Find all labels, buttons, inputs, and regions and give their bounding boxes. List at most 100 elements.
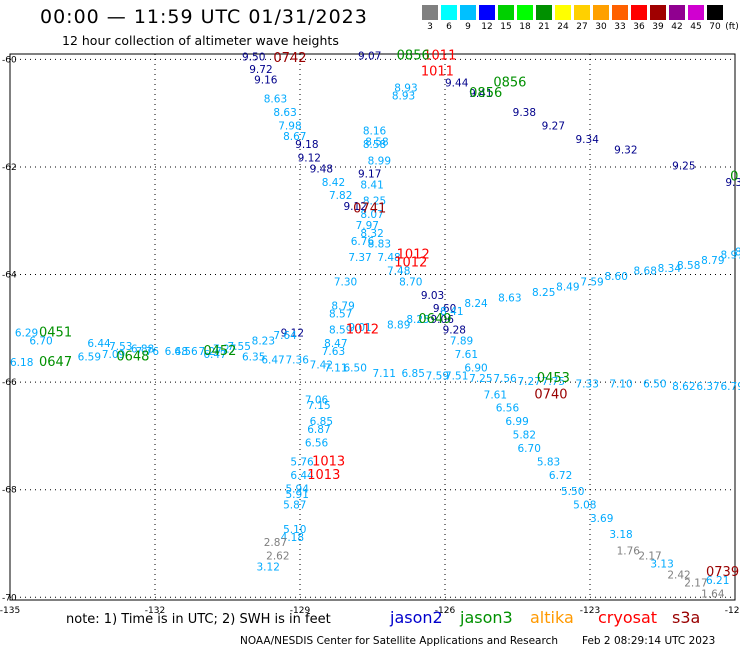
data-point-label: 8.49 (556, 282, 579, 294)
pass-time-label: 1013 (312, 455, 345, 470)
data-point-label: 8.79 (701, 255, 724, 267)
colorbar-label: 42 (671, 22, 683, 32)
data-point-label: 9.12 (281, 327, 304, 339)
data-point-label: 7.42 (310, 360, 333, 372)
data-point-label: 9.72 (249, 64, 272, 76)
data-point-label: 1.76 (617, 545, 641, 557)
data-point-label: 7.48 (377, 252, 400, 264)
data-point-label: 9.06 (431, 314, 455, 326)
pass-time-label: 0453 (537, 371, 570, 386)
colorbar-swatch (688, 5, 704, 20)
data-point-label: 8.70 (399, 276, 422, 288)
data-point-label: 7.97 (356, 220, 379, 232)
data-point-label: 8.93 (394, 83, 417, 95)
data-point-label: 6.29 (15, 327, 38, 339)
colorbar-swatch (441, 5, 457, 20)
data-point-label: 6.50 (643, 379, 666, 391)
data-point-label: 7.51 (445, 370, 468, 382)
colorbar-swatch (593, 5, 609, 20)
data-point-label: 2.62 (266, 551, 289, 563)
data-point-label: 7.25 (469, 373, 492, 385)
data-point-label: 9.28 (443, 325, 466, 337)
data-point-label: 8.60 (605, 271, 628, 283)
data-point-label: 7.27 (518, 376, 541, 388)
generation-timestamp: Feb 2 08:29:14 UTC 2023 (582, 635, 716, 647)
y-tick-label: -64 (2, 271, 17, 281)
data-point-label: 7.48 (387, 266, 410, 278)
data-point-label: 6.99 (505, 416, 528, 428)
chart-subtitle: 12 hour collection of altimeter wave hei… (62, 33, 339, 48)
footer-note: note: 1) Time is in UTC; 2) SWH is in fe… (66, 612, 331, 627)
colorbar-label: 27 (576, 22, 588, 32)
pass-time-label: 1011 (421, 65, 454, 80)
colorbar-swatch (574, 5, 590, 20)
data-point-label: 9.25 (672, 161, 695, 173)
colorbar-label: 21 (538, 22, 550, 32)
data-point-label: 9.34 (576, 134, 600, 146)
legend-jason2: jason2 (390, 608, 443, 627)
data-point-label: 5.10 (283, 524, 306, 536)
pass-time-label: 0451 (39, 325, 72, 340)
data-point-label: 6.35 (242, 352, 265, 364)
data-point-label: 3.18 (609, 529, 632, 541)
data-point-label: 6.87 (307, 424, 330, 436)
data-point-label: 2.17 (638, 551, 661, 563)
colorbar-label: 12 (481, 22, 493, 32)
colorbar-swatch (422, 5, 438, 20)
pass-time-label: 0856 (493, 75, 526, 90)
colorbar-label: 18 (519, 22, 531, 32)
colorbar-label: 39 (652, 22, 664, 32)
colorbar-swatch (479, 5, 495, 20)
data-point-label: 8.23 (252, 335, 275, 347)
pass-time-label: 0741 (353, 202, 386, 217)
data-point-label: 7.37 (348, 252, 371, 264)
pass-time-label: 0856 (397, 48, 430, 63)
data-point-label: 5.87 (283, 500, 306, 512)
data-point-label: 8.97 (721, 249, 740, 261)
data-point-label: 4.18 (281, 532, 304, 544)
pass-time-label: 1012 (397, 247, 430, 262)
data-point-label: 5.08 (573, 500, 596, 512)
legend-jason3: jason3 (460, 608, 513, 627)
data-point-label: 7.89 (450, 335, 473, 347)
data-point-label: 8.89 (387, 319, 410, 331)
data-point-label: 9.12 (344, 201, 367, 213)
pass-time-label: 0856 (469, 86, 502, 101)
colorbar-swatch (631, 5, 647, 20)
data-point-label: 8.59 (329, 325, 352, 337)
data-point-label: 9.01 (348, 322, 371, 334)
x-tick-label: -126 (435, 606, 456, 616)
data-point-label: 6.21 (706, 575, 729, 587)
data-point-label: 7.30 (334, 276, 357, 288)
colorbar-label: 9 (465, 22, 471, 32)
credit-line: NOAA/NESDIS Center for Satellite Applica… (240, 635, 558, 647)
data-point-label: 7.15 (307, 400, 330, 412)
data-point-label: 6.85 (310, 416, 333, 428)
data-point-label: 8.63 (273, 107, 296, 119)
y-tick-label: -66 (2, 378, 17, 388)
pass-time-label: 0740 (534, 387, 567, 402)
data-point-label: 8.47 (324, 338, 347, 350)
data-point-label: 6.59 (78, 352, 101, 364)
colorbar-swatch (536, 5, 552, 20)
colorbar-label: 45 (690, 22, 702, 32)
colorbar-unit: (ft) (725, 22, 739, 32)
legend-altika: altika (530, 608, 574, 627)
data-point-label: 9.32 (614, 145, 637, 157)
pass-time-label: 1011 (423, 48, 456, 63)
data-point-label: 9.17 (358, 169, 381, 181)
data-point-label: 6.47 (203, 349, 226, 361)
data-point-label: 9.60 (433, 303, 456, 315)
pass-time-label: 1013 (307, 468, 340, 483)
data-point-label: 8.25 (406, 314, 429, 326)
data-point-label: 7.11 (324, 362, 347, 374)
data-point-label: 8.93 (392, 91, 415, 103)
data-point-label: 8.41 (440, 306, 463, 318)
data-point-label: 9.18 (295, 139, 318, 151)
pass-time-label: 0739 (706, 565, 739, 580)
data-point-label: 7.09 (102, 349, 125, 361)
data-point-label: 3.13 (650, 559, 673, 571)
data-point-label: 5.91 (286, 489, 309, 501)
y-tick-label: -70 (2, 593, 17, 603)
colorbar-label: 36 (633, 22, 645, 32)
